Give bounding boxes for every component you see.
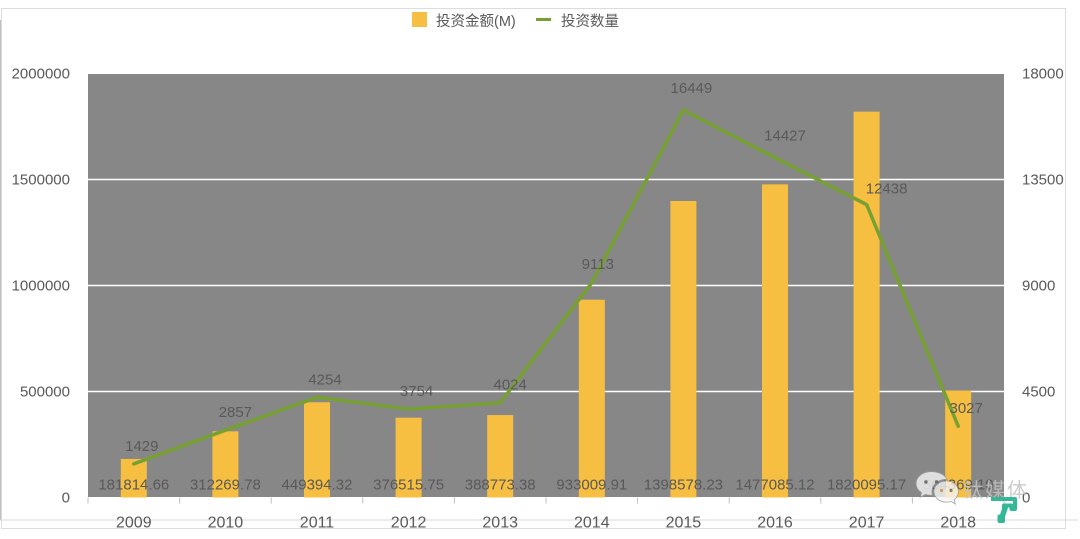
svg-text:2857: 2857: [219, 404, 252, 421]
svg-text:18000: 18000: [1022, 66, 1064, 83]
svg-text:388773.38: 388773.38: [465, 477, 536, 494]
svg-text:2015: 2015: [666, 515, 702, 532]
svg-text:449394.32: 449394.32: [282, 477, 353, 494]
svg-text:1429: 1429: [125, 438, 158, 455]
svg-text:9113: 9113: [582, 256, 614, 273]
svg-text:2010: 2010: [208, 515, 244, 532]
svg-text:4024: 4024: [494, 377, 527, 394]
svg-text:4500: 4500: [1022, 384, 1055, 401]
svg-text:1500000: 1500000: [12, 172, 70, 189]
svg-text:500000: 500000: [20, 384, 70, 401]
svg-text:2018: 2018: [940, 515, 976, 532]
svg-text:1477085.12: 1477085.12: [735, 477, 814, 494]
svg-text:1820095.17: 1820095.17: [827, 477, 906, 494]
svg-text:1000000: 1000000: [12, 278, 70, 295]
svg-text:376515.75: 376515.75: [373, 477, 444, 494]
svg-text:3027: 3027: [950, 400, 983, 417]
svg-text:13500: 13500: [1022, 172, 1064, 189]
svg-text:16449: 16449: [671, 80, 713, 97]
svg-text:12438: 12438: [866, 181, 908, 198]
svg-text:14427: 14427: [764, 128, 806, 145]
svg-text:181814.66: 181814.66: [98, 477, 169, 494]
svg-text:0: 0: [1022, 490, 1030, 507]
svg-text:2017: 2017: [849, 515, 885, 532]
svg-text:2012: 2012: [391, 515, 427, 532]
svg-text:504369.10: 504369.10: [923, 477, 994, 494]
svg-text:2009: 2009: [116, 515, 152, 532]
svg-text:4254: 4254: [308, 371, 341, 388]
svg-text:933009.91: 933009.91: [556, 477, 627, 494]
svg-text:312269.78: 312269.78: [190, 477, 261, 494]
svg-text:2011: 2011: [300, 515, 335, 532]
svg-text:2013: 2013: [482, 515, 518, 532]
svg-text:3754: 3754: [400, 383, 433, 400]
svg-text:2014: 2014: [574, 515, 610, 532]
svg-text:9000: 9000: [1022, 278, 1055, 295]
svg-text:1398578.23: 1398578.23: [644, 477, 723, 494]
svg-text:2016: 2016: [757, 515, 793, 532]
svg-text:0: 0: [62, 490, 70, 507]
svg-text:2000000: 2000000: [12, 66, 70, 83]
